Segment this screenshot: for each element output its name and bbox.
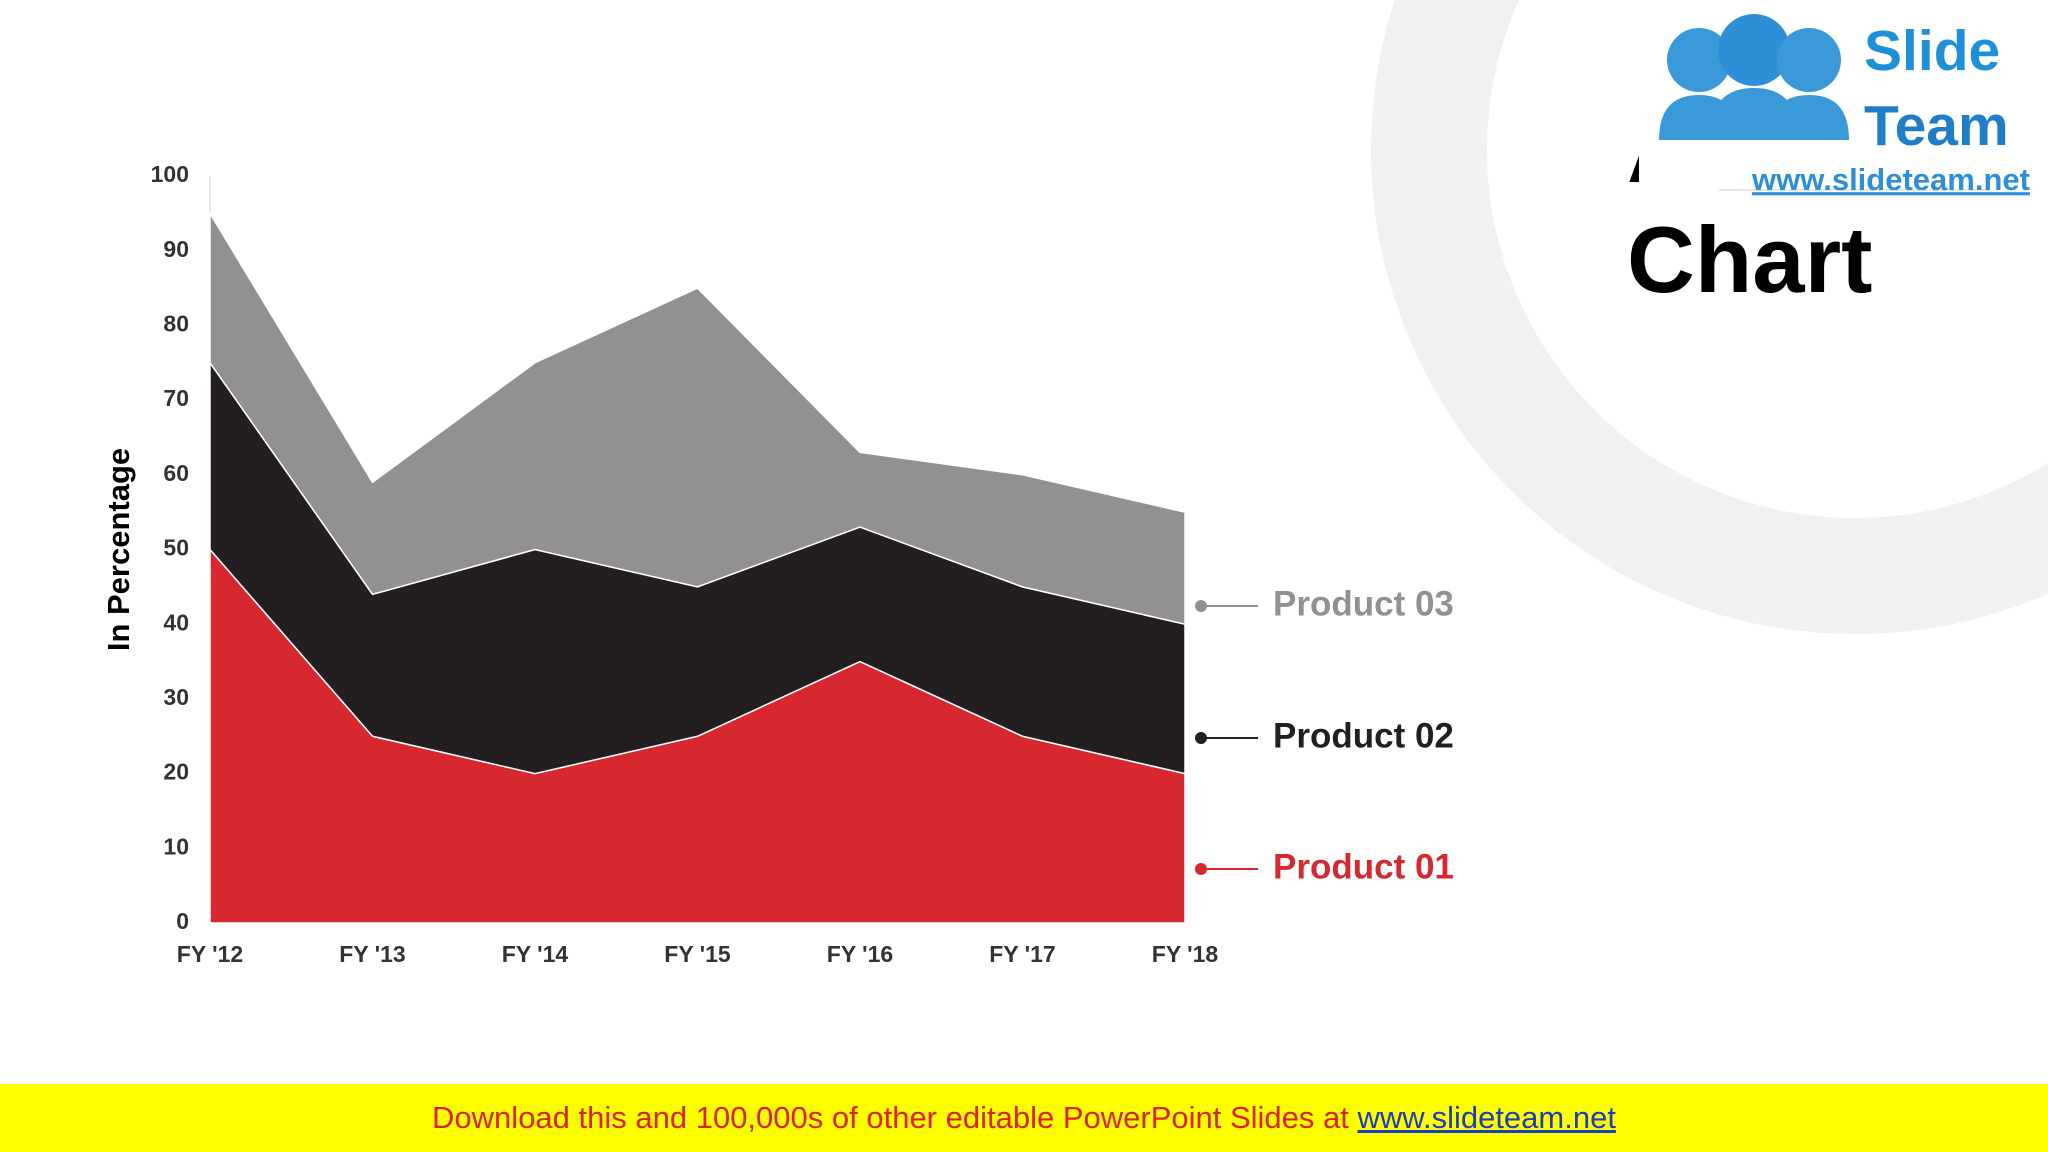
y-tick-label: 100 — [151, 161, 189, 187]
legend-label: Product 02 — [1273, 716, 1454, 755]
decor-ring — [1371, 0, 2048, 634]
legend-label: Product 03 — [1273, 584, 1454, 623]
logo: Slide Team www.slideteam.net — [1639, 0, 2037, 196]
x-tick-label: FY '14 — [502, 941, 569, 967]
x-tick-label: FY '17 — [989, 941, 1055, 967]
y-tick-label: 70 — [163, 385, 189, 411]
banner-link[interactable]: www.slideteam.net — [1357, 1100, 1616, 1135]
logo-line1: Slide — [1864, 19, 2000, 83]
logo-url: www.slideteam.net — [1751, 162, 2030, 196]
legend-dot — [1195, 863, 1207, 875]
legend-dot — [1195, 600, 1207, 612]
y-tick-label: 40 — [163, 609, 189, 635]
x-tick-label: FY '16 — [827, 941, 893, 967]
logo-icon: Slide Team www.slideteam.net — [1659, 14, 2030, 196]
logo-line2: Team — [1864, 94, 2009, 158]
legend-dot — [1195, 732, 1207, 744]
y-tick-label: 30 — [163, 684, 189, 710]
y-tick-label: 10 — [163, 833, 189, 859]
y-tick-label: 50 — [163, 535, 189, 561]
banner-text: Download this and 100,000s of other edit… — [432, 1100, 1349, 1135]
legend-label: Product 01 — [1273, 847, 1454, 886]
y-tick-label: 60 — [163, 460, 189, 486]
x-tick-label: FY '18 — [1152, 941, 1219, 967]
area — [209, 210, 1186, 626]
x-tick-label: FY '12 — [177, 941, 243, 967]
y-tick-label: 90 — [163, 236, 189, 262]
y-tick-label: 20 — [163, 759, 189, 785]
banner: Download this and 100,000s of other edit… — [0, 1084, 2048, 1152]
x-tick-label: FY '13 — [339, 941, 405, 967]
y-tick-label: 80 — [163, 310, 189, 336]
x-tick-label: FY '15 — [664, 941, 731, 967]
y-axis-label: In Percentage — [101, 448, 136, 651]
y-tick-label: 0 — [176, 908, 189, 934]
